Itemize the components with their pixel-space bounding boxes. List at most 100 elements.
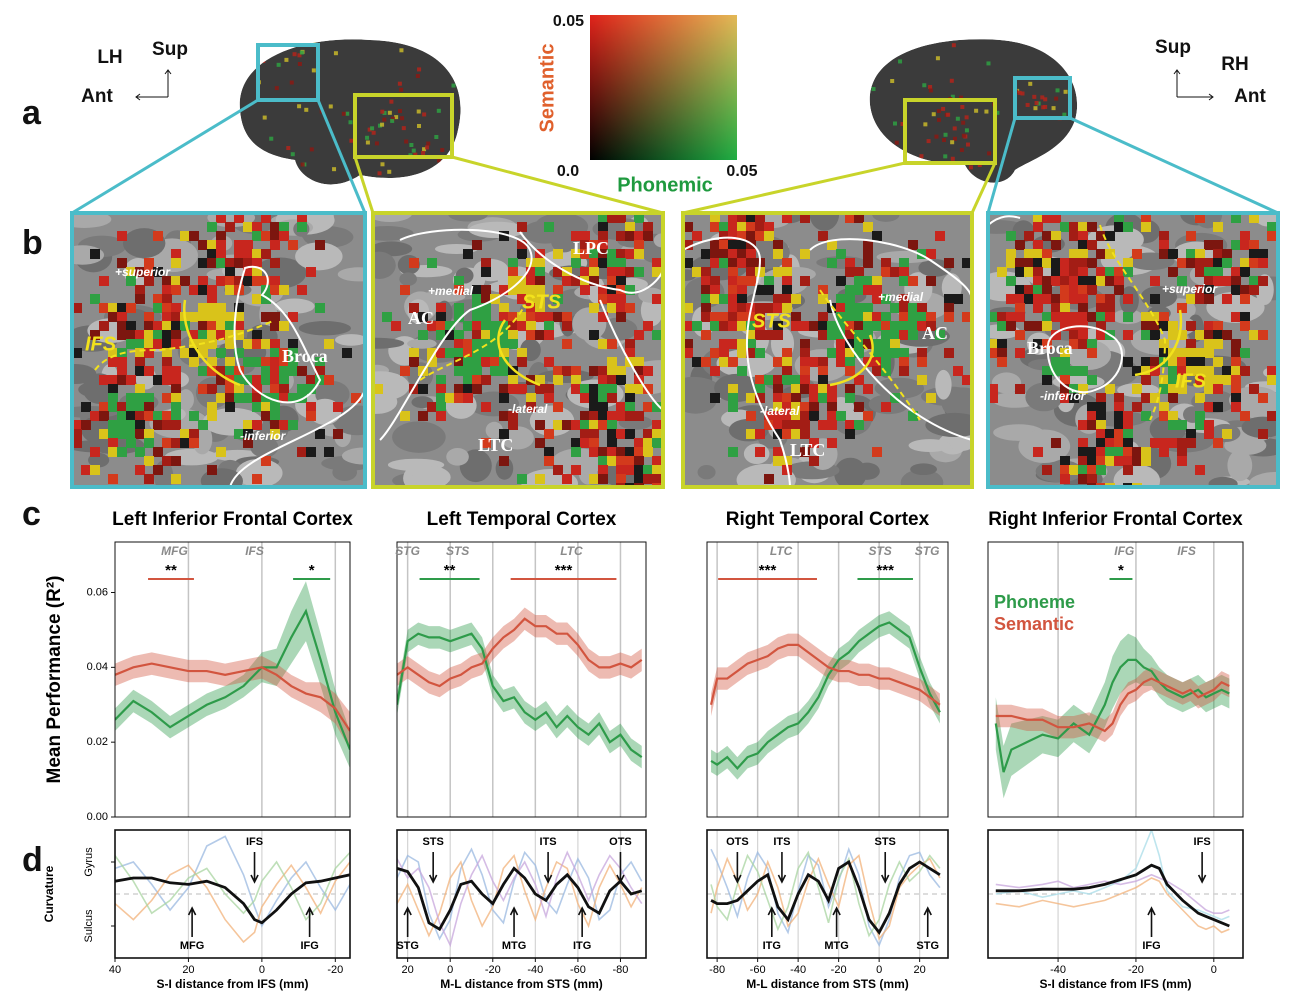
activation bbox=[1105, 429, 1115, 439]
activation bbox=[616, 294, 626, 304]
activation bbox=[279, 231, 289, 241]
activation bbox=[737, 303, 747, 313]
activation bbox=[243, 249, 253, 259]
activation bbox=[400, 411, 410, 421]
activation bbox=[1195, 258, 1205, 268]
activation bbox=[737, 321, 747, 331]
activation bbox=[1123, 429, 1133, 439]
activation bbox=[279, 285, 289, 295]
x-tick-label: -20 bbox=[485, 964, 501, 976]
activation bbox=[917, 348, 927, 358]
activation bbox=[917, 303, 927, 313]
activation bbox=[899, 330, 909, 340]
activation bbox=[225, 384, 235, 394]
activation bbox=[234, 249, 244, 259]
sulcus-patch bbox=[446, 448, 469, 466]
activation bbox=[701, 267, 711, 277]
activation bbox=[198, 420, 208, 430]
activation bbox=[1042, 465, 1052, 475]
activation bbox=[1141, 222, 1151, 232]
activation bbox=[481, 348, 491, 358]
activation bbox=[1069, 231, 1079, 241]
activation bbox=[544, 429, 554, 439]
activation bbox=[234, 258, 244, 268]
activation bbox=[1195, 348, 1205, 358]
activation bbox=[946, 113, 950, 117]
activation bbox=[153, 303, 163, 313]
activation bbox=[598, 402, 608, 412]
activation bbox=[372, 131, 376, 135]
activation bbox=[1069, 222, 1079, 232]
activation bbox=[1123, 330, 1133, 340]
activation bbox=[953, 366, 963, 376]
activation bbox=[297, 366, 307, 376]
activation bbox=[1064, 90, 1068, 94]
activation bbox=[117, 303, 127, 313]
activation bbox=[198, 384, 208, 394]
activation bbox=[1069, 312, 1079, 322]
activation bbox=[1087, 447, 1097, 457]
activation bbox=[117, 330, 127, 340]
activation bbox=[854, 267, 864, 277]
activation bbox=[99, 402, 109, 412]
chart-title: Left Inferior Frontal Cortex bbox=[112, 509, 353, 530]
activation bbox=[818, 357, 828, 367]
activation bbox=[881, 312, 891, 322]
activation bbox=[1087, 276, 1097, 286]
activation bbox=[171, 375, 181, 385]
activation bbox=[898, 59, 902, 63]
activation bbox=[463, 321, 473, 331]
activation bbox=[1150, 294, 1160, 304]
activation bbox=[225, 285, 235, 295]
activation bbox=[234, 393, 244, 403]
activation bbox=[1042, 312, 1052, 322]
activation bbox=[800, 420, 810, 430]
sulcus-patch bbox=[854, 463, 880, 480]
activation bbox=[607, 456, 617, 466]
activation bbox=[1078, 465, 1088, 475]
activation bbox=[198, 258, 208, 268]
activation bbox=[818, 321, 828, 331]
activation bbox=[454, 393, 464, 403]
activation bbox=[306, 267, 316, 277]
activation bbox=[1186, 231, 1196, 241]
activation bbox=[728, 294, 738, 304]
activation bbox=[926, 276, 936, 286]
region-label: IFG bbox=[1114, 544, 1134, 558]
activation bbox=[162, 321, 172, 331]
activation bbox=[1042, 231, 1052, 241]
activation bbox=[275, 86, 279, 90]
activation bbox=[616, 249, 626, 259]
activation bbox=[189, 411, 199, 421]
activation bbox=[571, 366, 581, 376]
activation bbox=[225, 312, 235, 322]
annotation: AC bbox=[408, 308, 434, 328]
activation bbox=[818, 366, 828, 376]
activation bbox=[952, 43, 956, 47]
activation bbox=[427, 258, 437, 268]
activation bbox=[1060, 456, 1070, 466]
activation bbox=[324, 447, 334, 457]
activation bbox=[225, 258, 235, 268]
activation bbox=[969, 165, 973, 169]
activation bbox=[1213, 267, 1223, 277]
error-band bbox=[397, 622, 642, 768]
activation bbox=[499, 366, 509, 376]
activation bbox=[380, 123, 384, 127]
activation bbox=[1231, 348, 1241, 358]
activation bbox=[926, 393, 936, 403]
activation bbox=[1204, 240, 1214, 250]
activation bbox=[1231, 384, 1241, 394]
activation bbox=[692, 231, 702, 241]
activation bbox=[370, 126, 374, 130]
activation bbox=[1267, 366, 1277, 376]
activation bbox=[634, 249, 644, 259]
panel-label: c bbox=[22, 495, 41, 533]
activation bbox=[598, 258, 608, 268]
annotation: -lateral bbox=[508, 402, 548, 416]
activation bbox=[616, 303, 626, 313]
activation bbox=[652, 330, 662, 340]
annotation-label: IFS bbox=[1194, 836, 1211, 848]
texture bbox=[969, 200, 1304, 497]
activation bbox=[773, 249, 783, 259]
